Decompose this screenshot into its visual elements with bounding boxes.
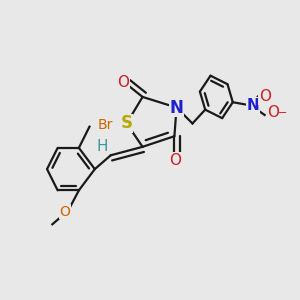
Text: +: +: [257, 95, 266, 105]
Text: O: O: [60, 205, 70, 219]
Text: O: O: [169, 153, 181, 168]
Text: S: S: [121, 115, 133, 133]
Text: O: O: [118, 75, 130, 90]
Text: N: N: [247, 98, 259, 113]
Text: N: N: [169, 98, 184, 116]
Text: O: O: [267, 105, 279, 120]
Text: H: H: [97, 139, 108, 154]
Text: −: −: [278, 108, 287, 118]
Text: Br: Br: [98, 118, 113, 131]
Text: O: O: [259, 89, 271, 104]
